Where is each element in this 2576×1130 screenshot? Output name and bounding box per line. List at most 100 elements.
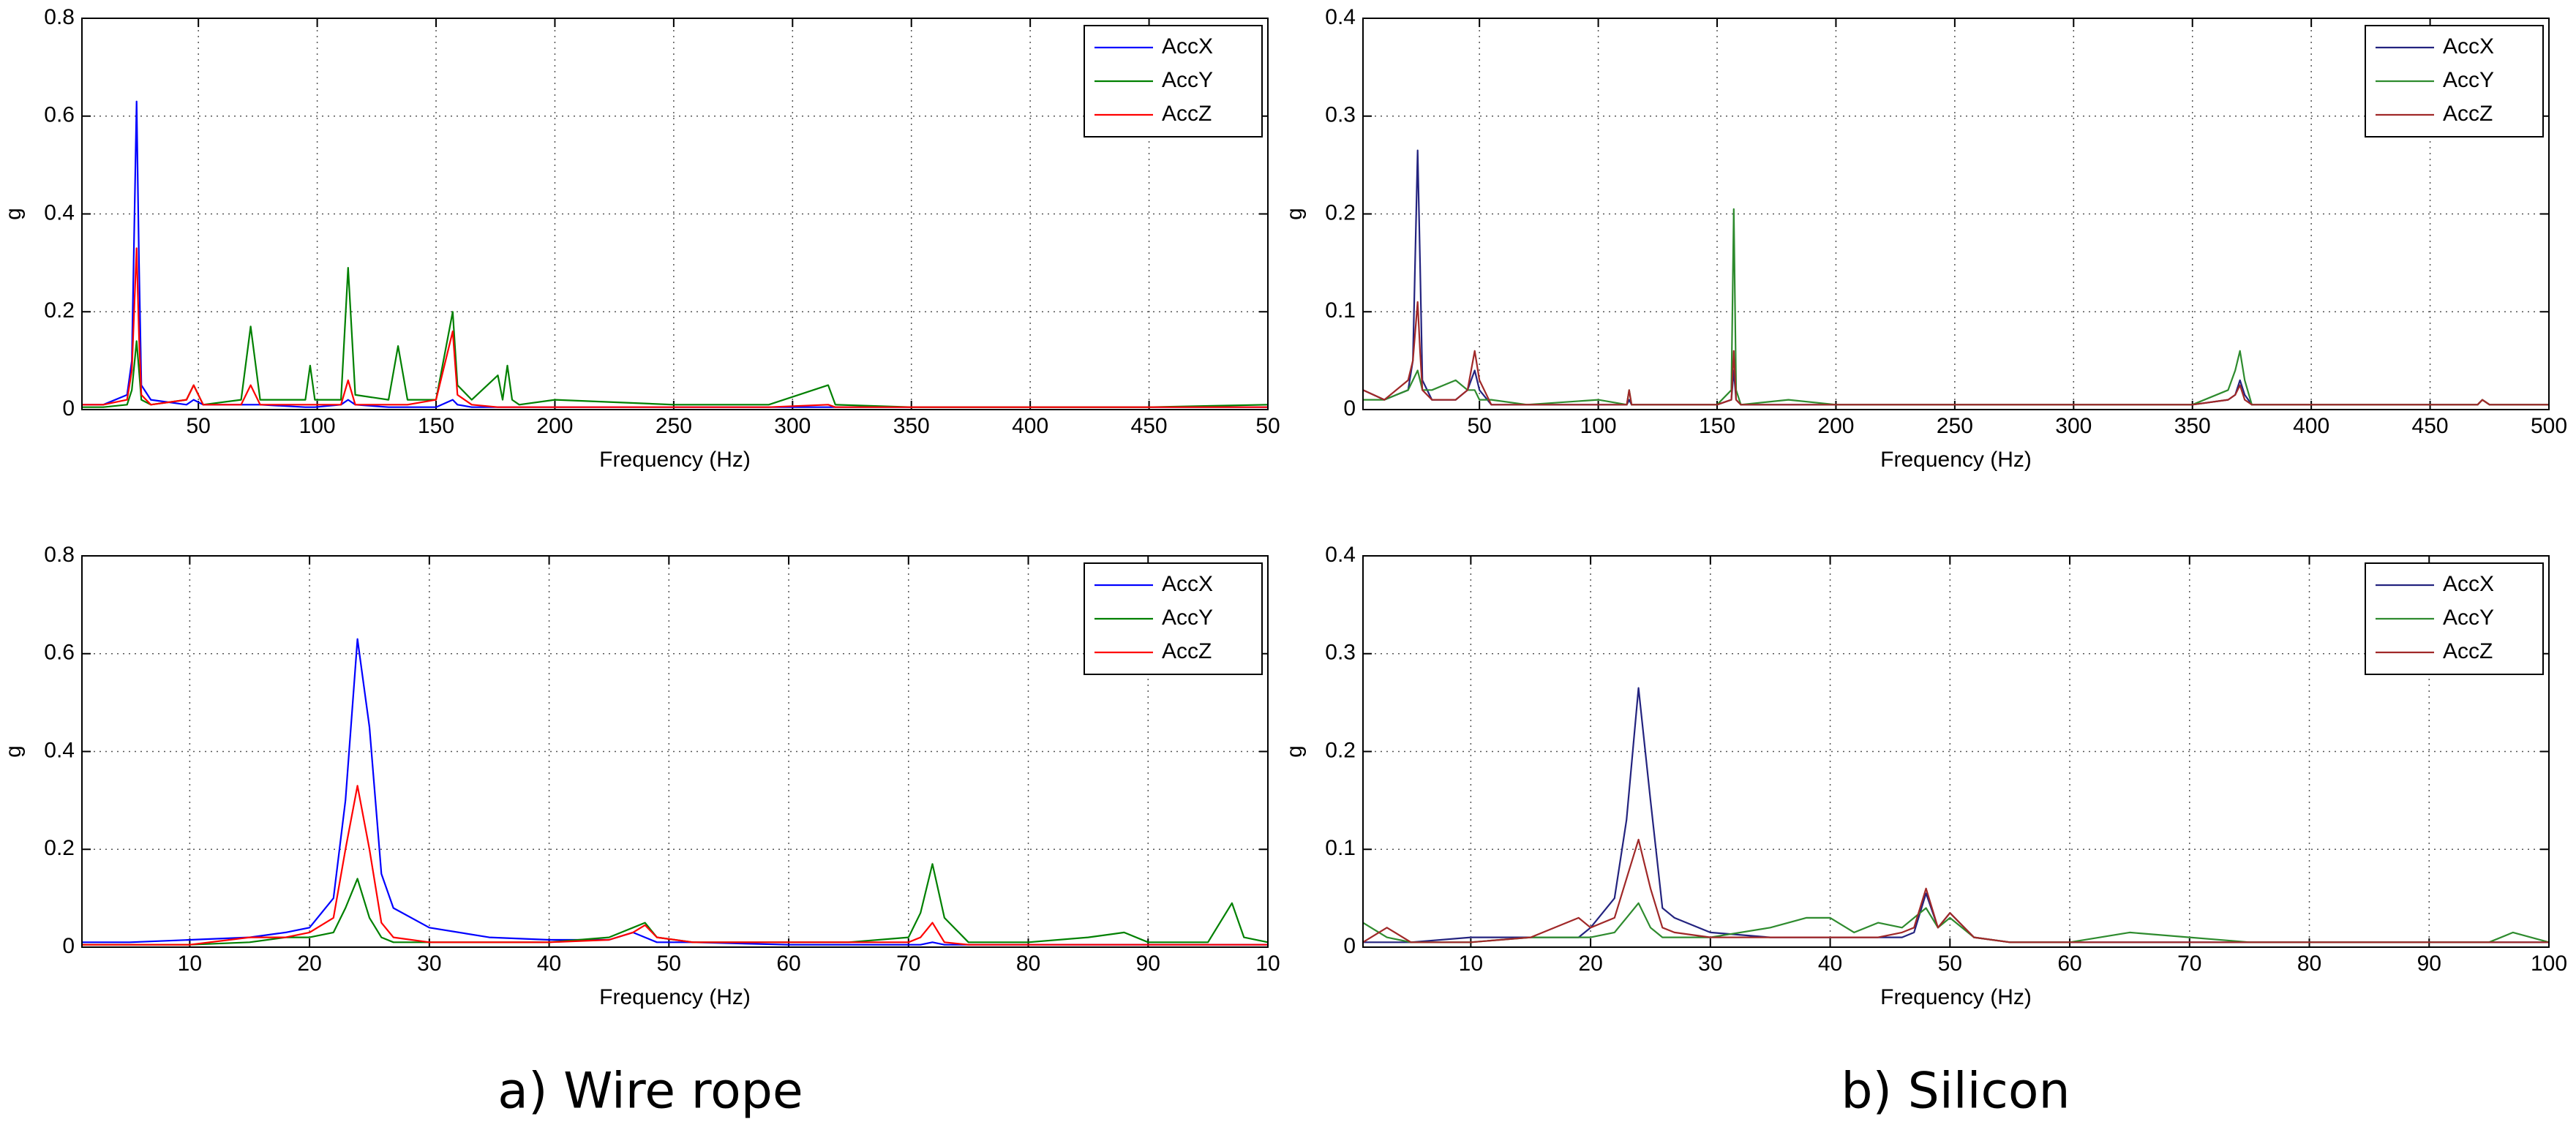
x-tick-label: 150 xyxy=(1699,414,1735,438)
y-tick-label: 0.6 xyxy=(44,103,75,127)
x-tick-label: 40 xyxy=(537,952,561,976)
x-tick-label: 50 xyxy=(1467,414,1491,438)
legend-label: AccZ xyxy=(2443,639,2493,663)
x-tick-label: 40 xyxy=(1818,952,1842,976)
x-tick-label: 60 xyxy=(776,952,800,976)
y-tick-label: 0.4 xyxy=(1325,543,1356,567)
x-tick-label: 50 xyxy=(1255,414,1280,438)
x-tick-label: 200 xyxy=(1817,414,1854,438)
x-tick-label: 250 xyxy=(1937,414,1973,438)
y-tick-label: 0 xyxy=(1343,396,1356,421)
y-tick-label: 0.3 xyxy=(1325,641,1356,665)
x-axis-label: Frequency (Hz) xyxy=(1880,985,2032,1009)
x-tick-label: 500 xyxy=(2531,414,2567,438)
x-tick-label: 30 xyxy=(1698,952,1722,976)
x-tick-label: 100 xyxy=(1580,414,1617,438)
x-axis-label: Frequency (Hz) xyxy=(599,985,751,1009)
y-axis-label: g xyxy=(1,745,26,758)
y-axis-label: g xyxy=(1283,745,1307,758)
legend-label: AccY xyxy=(1162,68,1213,92)
legend-label: AccZ xyxy=(1162,102,1212,126)
legend-label: AccY xyxy=(2443,606,2494,630)
x-tick-label: 20 xyxy=(1578,952,1602,976)
x-tick-label: 10 xyxy=(1459,952,1483,976)
y-tick-label: 0.2 xyxy=(1325,200,1356,225)
subplot: 0 0.2 0.4 0.6 0.8 50 100 150 200 250 300 350 400 450 5… xyxy=(1,5,1280,472)
x-tick-label: 400 xyxy=(1012,414,1048,438)
y-tick-label: 0.2 xyxy=(1325,738,1356,762)
legend-label: AccX xyxy=(1162,34,1213,59)
x-tick-label: 50 xyxy=(186,414,210,438)
data-line xyxy=(1362,902,2550,943)
y-tick-label: 0.4 xyxy=(44,738,75,762)
y-axis-label: g xyxy=(1283,208,1307,220)
data-line xyxy=(82,638,1268,946)
data-line xyxy=(1363,208,2549,406)
axes-box xyxy=(1362,18,2550,410)
axes-box xyxy=(1362,555,2550,948)
y-tick-label: 0.4 xyxy=(44,200,75,225)
x-tick-label: 90 xyxy=(1136,952,1160,976)
legend-label: AccX xyxy=(2443,34,2494,59)
x-tick-label: 450 xyxy=(1131,414,1168,438)
data-line xyxy=(82,785,1268,946)
x-tick-label: 50 xyxy=(1938,952,1962,976)
caption: a) Wire rope xyxy=(497,1063,803,1120)
data-line xyxy=(1362,838,2549,943)
subplot: 0 0.2 0.4 0.6 0.8 10 20 30 40 50 60 70 80 90 10 Frequen… xyxy=(1,543,1280,1009)
x-tick-label: 10 xyxy=(178,952,202,976)
axes-box xyxy=(81,18,1269,410)
y-tick-label: 0 xyxy=(1343,934,1356,958)
x-tick-label: 90 xyxy=(2417,952,2441,976)
x-tick-label: 100 xyxy=(299,414,336,438)
legend-label: AccZ xyxy=(2443,102,2493,126)
x-tick-label: 400 xyxy=(2293,414,2329,438)
y-tick-label: 0.8 xyxy=(44,5,75,29)
x-tick-label: 50 xyxy=(657,952,681,976)
legend-label: AccY xyxy=(1162,606,1213,630)
x-tick-label: 80 xyxy=(2297,952,2321,976)
x-tick-label: 200 xyxy=(536,414,573,438)
data-line xyxy=(1362,149,2549,406)
x-tick-label: 450 xyxy=(2412,414,2449,438)
x-tick-label: 250 xyxy=(656,414,692,438)
y-tick-label: 0 xyxy=(62,934,75,958)
x-axis-label: Frequency (Hz) xyxy=(1880,448,2032,472)
subplot: 0 0.1 0.2 0.3 0.4 50 100 150 200 250 300 350 400 450 5… xyxy=(1283,5,2567,472)
y-tick-label: 0.2 xyxy=(44,298,75,323)
data-line xyxy=(82,267,1269,408)
x-tick-label: 80 xyxy=(1016,952,1040,976)
x-tick-label: 350 xyxy=(893,414,930,438)
y-tick-label: 0.4 xyxy=(1325,5,1356,29)
x-tick-label: 10 xyxy=(1255,952,1280,976)
data-line xyxy=(1363,687,2549,943)
y-tick-label: 0.1 xyxy=(1325,836,1356,860)
legend-label: AccX xyxy=(2443,572,2494,596)
data-line xyxy=(1362,301,2549,406)
data-line xyxy=(82,247,1268,408)
y-tick-label: 0.1 xyxy=(1325,298,1356,323)
x-tick-label: 300 xyxy=(2055,414,2092,438)
x-tick-label: 20 xyxy=(297,952,321,976)
legend-box xyxy=(1084,25,1263,138)
x-tick-label: 70 xyxy=(896,952,920,976)
x-tick-label: 350 xyxy=(2174,414,2211,438)
x-tick-label: 70 xyxy=(2177,952,2201,976)
y-tick-label: 0 xyxy=(62,396,75,421)
x-tick-label: 100 xyxy=(2531,952,2567,976)
y-tick-label: 0.8 xyxy=(44,543,75,567)
x-axis-label: Frequency (Hz) xyxy=(599,448,751,472)
axes-box xyxy=(81,555,1269,948)
y-axis-label: g xyxy=(1,208,26,220)
data-line xyxy=(82,100,1268,408)
x-tick-label: 30 xyxy=(417,952,441,976)
legend-label: AccX xyxy=(1162,572,1213,596)
y-tick-label: 0.6 xyxy=(44,641,75,665)
y-tick-label: 0.2 xyxy=(44,836,75,860)
x-tick-label: 300 xyxy=(774,414,811,438)
legend-label: AccZ xyxy=(1162,639,1212,663)
x-tick-label: 150 xyxy=(418,414,454,438)
y-tick-label: 0.3 xyxy=(1325,103,1356,127)
legend-label: AccY xyxy=(2443,68,2494,92)
